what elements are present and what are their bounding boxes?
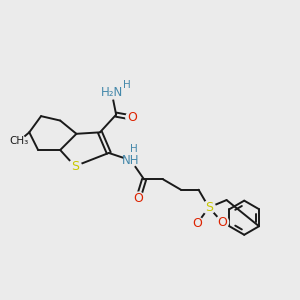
Text: NH: NH <box>122 154 140 167</box>
Text: O: O <box>217 216 227 229</box>
Circle shape <box>124 154 137 167</box>
Text: H₂N: H₂N <box>100 86 123 99</box>
Circle shape <box>190 217 204 230</box>
Text: H: H <box>123 80 130 90</box>
Circle shape <box>126 111 139 124</box>
Circle shape <box>132 192 145 205</box>
Circle shape <box>68 160 81 173</box>
Text: CH₃: CH₃ <box>9 136 28 146</box>
Circle shape <box>216 216 229 229</box>
Text: H: H <box>130 144 138 154</box>
Text: S: S <box>71 160 79 173</box>
Text: O: O <box>192 217 202 230</box>
Text: O: O <box>128 111 137 124</box>
Text: S: S <box>205 201 213 214</box>
Circle shape <box>13 135 26 148</box>
Circle shape <box>105 86 118 99</box>
Circle shape <box>202 201 215 214</box>
Text: O: O <box>133 192 143 205</box>
